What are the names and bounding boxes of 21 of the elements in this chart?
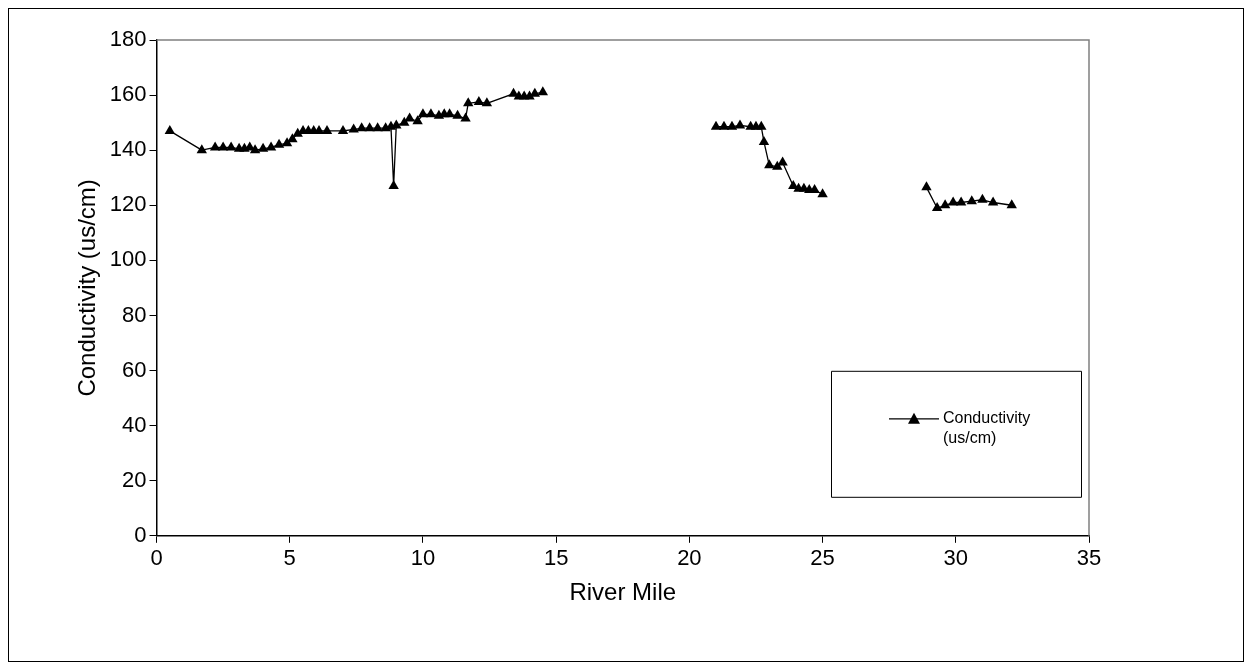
x-axis-title: River Mile [569,578,677,606]
x-tick-label: 15 [543,545,569,571]
y-axis-title: Conductivity (us/cm) [73,179,101,397]
x-tick-label: 5 [283,545,296,571]
y-tick-label: 100 [109,246,147,272]
y-tick-label: 160 [109,81,147,107]
x-tick-label: 10 [410,545,436,571]
x-tick-label: 30 [943,545,969,571]
x-tick-label: 35 [1076,545,1102,571]
y-tick-label: 40 [122,411,147,437]
x-tick-label: 25 [810,545,835,571]
x-tick-label: 0 [150,545,163,571]
y-tick-label: 120 [109,191,147,217]
legend-label: Conductivity (us/cm) [943,409,1031,447]
y-tick-label: 180 [109,26,147,52]
y-tick-label: 140 [109,136,147,162]
y-tick-label: 60 [122,356,147,382]
y-tick-label: 80 [122,301,147,327]
y-tick-label: 20 [122,466,147,492]
y-tick-label: 0 [134,521,147,547]
x-tick-label: 20 [677,545,702,571]
